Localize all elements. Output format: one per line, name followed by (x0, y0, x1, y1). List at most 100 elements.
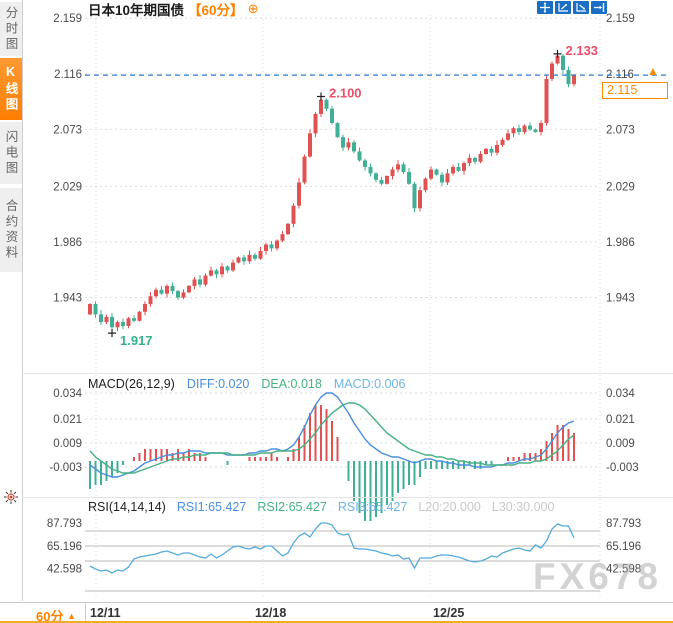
svg-text:0.034: 0.034 (606, 388, 635, 400)
candle-body (176, 291, 180, 298)
period-selector-label: 60分 (36, 609, 64, 623)
candle-body (555, 55, 560, 64)
rsi-name[interactable]: RSI(14,14,14) (88, 500, 166, 514)
candle-body (528, 125, 532, 130)
rsi-l30-value: L30:30.000 (491, 500, 555, 514)
macd-name[interactable]: MACD(26,12,9) (88, 377, 175, 391)
svg-text:0.009: 0.009 (53, 438, 82, 450)
candle-body (418, 190, 422, 209)
svg-text:1.943: 1.943 (53, 293, 82, 305)
candle-body (522, 125, 527, 133)
candle-body (148, 296, 153, 304)
candle-body (313, 113, 318, 134)
svg-text:2.159: 2.159 (53, 13, 82, 25)
candle-body (434, 169, 439, 175)
candle-body (385, 175, 389, 184)
candle-body (473, 157, 477, 162)
candle-body (192, 279, 197, 286)
alert-icon[interactable] (3, 489, 19, 505)
pan-icon[interactable] (537, 1, 553, 14)
candle-body (203, 275, 208, 285)
svg-text:0.021: 0.021 (606, 414, 635, 426)
candle-body (407, 172, 411, 184)
candle-body (236, 257, 241, 263)
macd-header: MACD(26,12,9) DIFF:0.020 DEA:0.018 MACD:… (88, 377, 405, 391)
bottom-bar: 60分 ▲ 12/11 12/18 12/25 (0, 602, 673, 623)
candle-body (225, 266, 230, 271)
sidebar-item-contract-info[interactable]: 合约资料 (0, 188, 22, 272)
candle-body (269, 244, 274, 249)
period-selector[interactable]: 60分 ▲ (36, 606, 76, 623)
candle-body (264, 244, 268, 251)
candle-body (99, 314, 103, 323)
x-axis-date-3: 12/25 (433, 606, 465, 620)
candle-body (462, 163, 466, 171)
candle-body (561, 55, 565, 70)
scale-x-icon[interactable] (555, 1, 571, 14)
candle-body (401, 164, 406, 173)
sidebar-item-timeline-chart[interactable]: 分时图 (0, 2, 22, 56)
goto-latest-icon[interactable] (591, 1, 607, 14)
scale-y-icon[interactable] (573, 1, 589, 14)
candle-body (275, 240, 279, 249)
candle-body (423, 178, 428, 191)
svg-text:1.986: 1.986 (606, 237, 635, 249)
candle-body (533, 129, 538, 133)
svg-text:1.986: 1.986 (53, 237, 82, 249)
candle-body (121, 322, 125, 326)
candle-body (495, 144, 499, 153)
price-annotation-label: 2.100 (329, 86, 362, 101)
candle-body (374, 173, 378, 180)
candle-body (335, 122, 340, 138)
crosshair-marker (553, 49, 562, 58)
candle-body (390, 169, 395, 176)
candle-body (220, 266, 224, 275)
chart-toolbar (537, 1, 607, 14)
rsi-header: RSI(14,14,14) RSI1:65.427 RSI2:65.427 RS… (88, 500, 554, 514)
candle-body (209, 270, 213, 276)
candle-body (231, 262, 235, 271)
candle-body (137, 311, 142, 321)
candle-body (187, 285, 191, 293)
candle-body (550, 63, 554, 80)
candle-body (517, 128, 521, 133)
svg-text:-0.003: -0.003 (606, 462, 639, 474)
candle-body (93, 303, 98, 315)
price-up-arrow-icon: ▲ (647, 64, 659, 78)
candle-body (214, 270, 219, 275)
candle-body (286, 223, 290, 235)
separator-main-macd (22, 373, 673, 374)
candle-body (572, 75, 576, 85)
candle-body (412, 183, 417, 209)
rsi2-value: RSI2:65.427 (257, 500, 327, 514)
candle-body (324, 99, 329, 109)
candle-body (154, 289, 158, 297)
svg-text:2.159: 2.159 (606, 13, 635, 25)
candle-body (368, 166, 373, 174)
candle-body (478, 154, 483, 162)
candle-body (500, 139, 505, 145)
separator-macd-rsi (22, 497, 673, 498)
price-annotation-label: 1.917 (120, 333, 153, 348)
candle-body (456, 166, 461, 171)
price-annotation-label: 2.133 (566, 43, 599, 58)
svg-text:2.029: 2.029 (53, 181, 82, 193)
svg-text:87.793: 87.793 (606, 518, 641, 530)
candle-body (170, 285, 175, 292)
svg-text:1.943: 1.943 (606, 293, 635, 305)
candle-body (308, 133, 312, 157)
rsi1-value: RSI1:65.427 (176, 500, 247, 514)
macd-hist-value: MACD:0.006 (333, 377, 406, 391)
candle-body (429, 169, 433, 179)
period-label[interactable]: 【60分】 (188, 3, 244, 18)
candle-body (539, 122, 543, 133)
candle-body (198, 279, 202, 285)
sidebar-item-lightning-chart[interactable]: 闪电图 (0, 122, 22, 184)
svg-text:2.116: 2.116 (54, 69, 82, 81)
sidebar-item-kline-chart[interactable]: K线图 (0, 58, 22, 120)
candle-body (440, 174, 444, 183)
add-indicator-icon[interactable]: ⊕ (247, 1, 259, 16)
candle-body (445, 173, 450, 183)
svg-text:42.598: 42.598 (47, 563, 82, 575)
